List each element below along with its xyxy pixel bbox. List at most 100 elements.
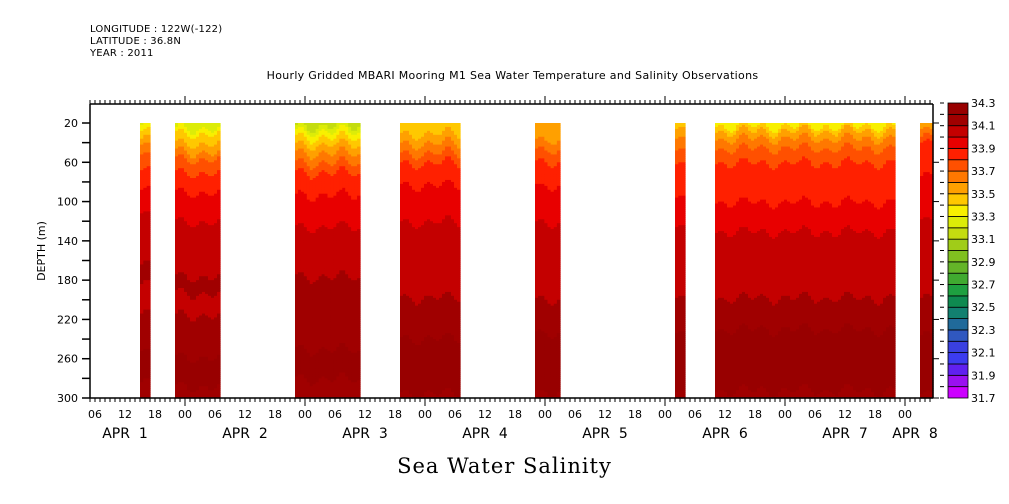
data-cell: [175, 293, 179, 297]
data-cell: [193, 323, 197, 326]
data-cell: [202, 130, 206, 134]
data-cell: [181, 221, 185, 224]
data-cell: [205, 223, 209, 226]
data-cell: [184, 199, 188, 203]
data-cell: [190, 233, 194, 236]
data-cell: [187, 199, 191, 203]
data-cell: [184, 356, 188, 360]
data-cell: [184, 193, 188, 197]
data-cell: [193, 174, 197, 177]
data-cell: [202, 236, 206, 240]
data-cell: [205, 280, 209, 283]
data-cell: [196, 242, 200, 246]
data-cell: [146, 270, 151, 273]
data-cell: [187, 187, 191, 191]
data-cell: [199, 229, 203, 232]
data-cell: [211, 260, 215, 264]
data-cell: [140, 374, 144, 377]
data-cell: [181, 305, 185, 309]
data-cell: [190, 170, 194, 173]
data-cell: [199, 262, 203, 266]
data-cell: [202, 366, 206, 370]
data-cell: [199, 144, 203, 148]
data-cell: [208, 331, 212, 334]
data-cell: [181, 390, 185, 393]
data-cell: [193, 272, 197, 275]
data-cell: [211, 301, 215, 305]
data-cell: [205, 335, 209, 338]
data-cell: [146, 319, 151, 322]
data-cell: [178, 309, 182, 313]
data-cell: [184, 301, 188, 305]
data-cell: [146, 160, 151, 163]
data-cell: [208, 388, 212, 391]
data-cell: [187, 166, 191, 169]
data-cell: [193, 213, 197, 216]
data-cell: [175, 380, 179, 383]
data-cell: [181, 124, 185, 128]
data-cell: [178, 364, 182, 368]
data-cell: [196, 168, 200, 171]
data-cell: [211, 197, 215, 201]
data-cell: [205, 262, 209, 266]
data-cell: [211, 344, 215, 348]
data-cell: [187, 272, 191, 275]
data-cell: [140, 260, 144, 264]
data-cell: [175, 124, 179, 128]
data-cell: [199, 179, 203, 183]
data-cell: [205, 289, 209, 293]
data-cell: [202, 356, 206, 360]
data-cell: [143, 223, 148, 226]
data-cell: [190, 183, 194, 187]
data-cell: [202, 203, 206, 207]
data-cell: [208, 193, 212, 197]
data-cell: [143, 344, 148, 348]
data-cell: [196, 382, 200, 385]
data-cell: [199, 138, 203, 142]
data-cell: [187, 183, 191, 187]
data-cell: [175, 321, 179, 324]
data-cell: [208, 394, 212, 397]
data-cell: [190, 156, 194, 159]
data-cell: [181, 284, 185, 287]
data-cell: [181, 250, 185, 254]
data-cell: [202, 183, 206, 187]
data-cell: [208, 217, 212, 220]
data-cell: [190, 244, 194, 248]
data-cell: [205, 132, 209, 136]
data-cell: [178, 207, 182, 211]
data-cell: [193, 203, 197, 207]
data-cell: [143, 178, 148, 181]
data-cell: [199, 124, 203, 128]
data-cell: [175, 126, 179, 130]
data-cell: [178, 352, 182, 356]
data-cell: [202, 254, 206, 258]
data-cell: [208, 170, 212, 173]
data-cell: [146, 179, 151, 183]
data-cell: [146, 372, 151, 376]
data-cell: [187, 378, 191, 381]
data-cell: [190, 341, 194, 344]
data-cell: [208, 284, 212, 287]
data-cell: [202, 181, 206, 185]
data-cell: [199, 174, 203, 177]
data-cell: [202, 266, 206, 269]
data-cell: [196, 150, 200, 154]
data-cell: [143, 126, 148, 130]
data-cell: [199, 234, 203, 238]
data-cell: [202, 132, 206, 136]
data-cell: [193, 223, 197, 226]
data-cell: [196, 221, 200, 224]
data-cell: [208, 370, 212, 374]
data-cell: [211, 366, 215, 370]
data-cell: [190, 215, 194, 218]
data-cell: [196, 219, 200, 222]
data-cell: [184, 234, 188, 238]
data-cell: [143, 319, 148, 322]
data-cell: [146, 203, 151, 207]
data-cell: [140, 307, 144, 311]
data-cell: [187, 380, 191, 383]
data-cell: [205, 284, 209, 287]
data-cell: [190, 288, 194, 291]
data-cell: [184, 166, 188, 169]
